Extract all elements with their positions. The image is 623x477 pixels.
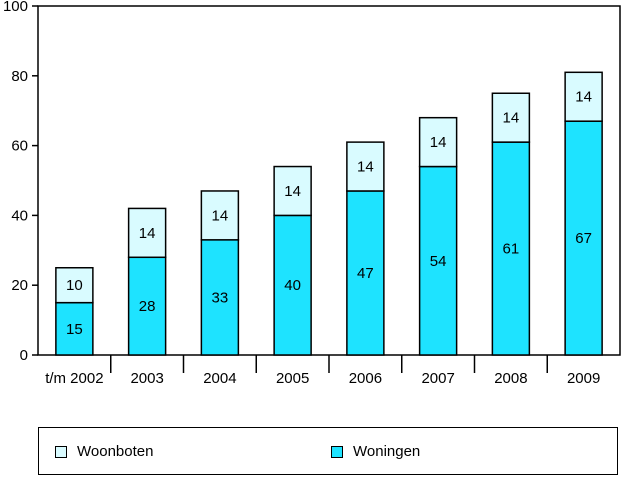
- legend-item-woonboten: Woonboten: [55, 443, 153, 460]
- bar-woonboten: [127, 207, 167, 259]
- bar-woningen: [127, 256, 167, 356]
- legend-label-woonboten: Woonboten: [77, 443, 154, 460]
- legend-swatch-woningen: [331, 445, 343, 458]
- x-tick-label: 2006: [349, 370, 382, 387]
- bar-label-woningen: 33: [212, 289, 229, 306]
- chart: 0 20 40 60 80 100 t/m 2002 2003 2004 2005 2006 2007…: [3, 0, 621, 387]
- bar-woonboten: [200, 190, 240, 241]
- bar-label-woningen: 54: [430, 253, 447, 270]
- bar-woningen: [346, 190, 385, 356]
- bar-label-woonboten: 14: [357, 159, 374, 176]
- bar-label-woningen: 61: [503, 241, 520, 258]
- y-tick-label: 40: [11, 207, 28, 224]
- bars: 15 10 28 14 33 14 40 14 47 14 54 14 61 14 67 14: [55, 71, 603, 356]
- bar-woningen: [273, 214, 312, 356]
- bar-woonboten: [273, 165, 312, 217]
- y-tick-label: 0: [20, 347, 28, 364]
- x-tick-label: 2007: [421, 370, 454, 387]
- x-tick-label: t/m 2002: [45, 370, 103, 387]
- bar-label-woonboten: 14: [212, 207, 229, 224]
- legend-item-woningen: Woningen: [331, 443, 420, 460]
- legend-swatch-woonboten: [55, 445, 67, 458]
- bar-woonboten: [564, 71, 603, 122]
- bar-woonboten: [491, 92, 531, 143]
- x-tick-label: 2008: [494, 370, 527, 387]
- bar-label-woningen: 67: [575, 230, 592, 247]
- bar-label-woningen: 15: [66, 321, 83, 338]
- bar-label-woonboten: 14: [575, 89, 592, 106]
- bar-label-woningen: 40: [284, 277, 301, 294]
- x-tick-label: 2004: [203, 370, 236, 387]
- bar-woonboten: [346, 141, 385, 192]
- y-tick-label: 100: [3, 0, 28, 15]
- legend-label-woningen: Woningen: [353, 443, 421, 460]
- x-tick-label: 2003: [130, 370, 163, 387]
- bar-woonboten: [418, 116, 458, 168]
- bar-woningen: [564, 120, 603, 356]
- x-tick-label: 2009: [567, 370, 600, 387]
- y-tick-label: 80: [11, 68, 28, 85]
- bar-label-woningen: 47: [357, 265, 374, 282]
- bar-label-woonboten: 14: [503, 110, 520, 127]
- y-tick-label: 20: [11, 277, 28, 294]
- bar-label-woonboten: 14: [139, 225, 156, 242]
- plot-frame: [37, 5, 621, 356]
- axes: 0 20 40 60 80 100 t/m 2002 2003 2004 2005 2006 2007…: [3, 0, 621, 387]
- bar-woningen: [55, 301, 94, 356]
- y-tick-label: 60: [11, 138, 28, 155]
- x-tick-label: 2005: [276, 370, 309, 387]
- bar-label-woonboten: 10: [66, 277, 83, 294]
- bar-label-woningen: 28: [139, 298, 156, 315]
- bar-label-woonboten: 14: [430, 134, 447, 151]
- bar-label-woonboten: 14: [284, 183, 301, 200]
- legend: Woonboten Woningen: [38, 427, 618, 475]
- bar-woonboten: [55, 267, 94, 304]
